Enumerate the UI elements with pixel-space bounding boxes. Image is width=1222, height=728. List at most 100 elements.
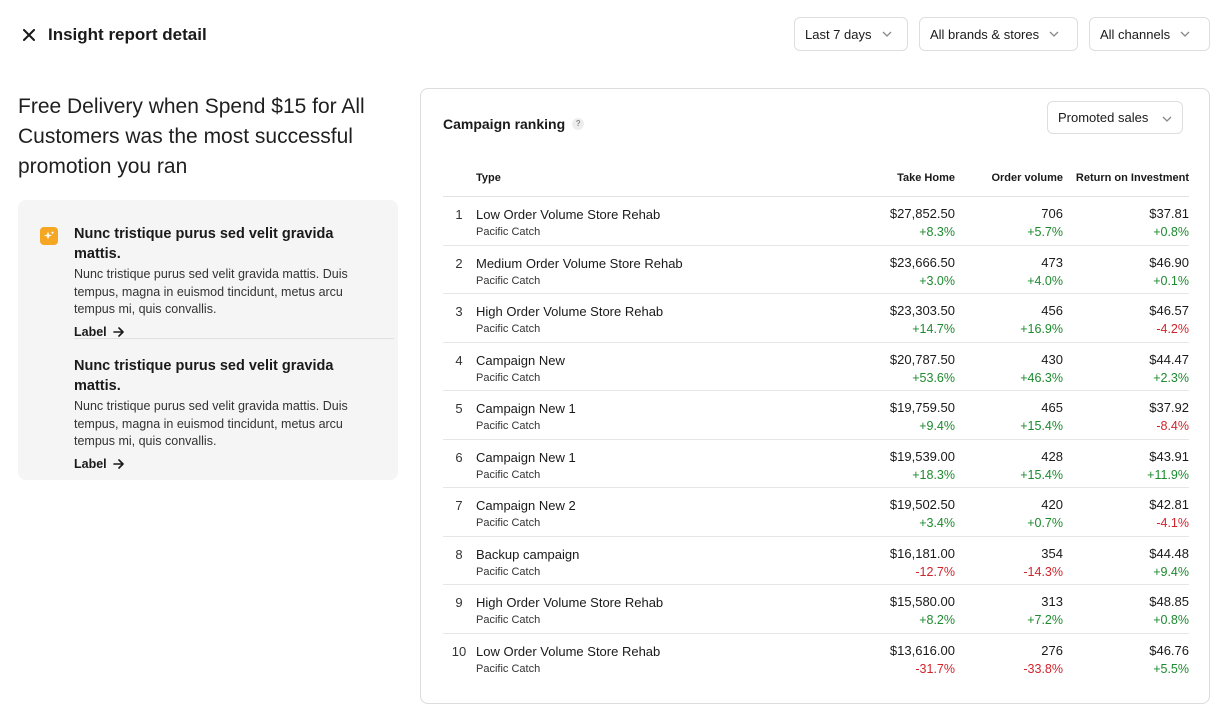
store-name: Pacific Catch: [476, 323, 541, 335]
chevron-down-icon: [1180, 31, 1190, 37]
table-row[interactable]: 9 High Order Volume Store Rehab Pacific Ca…: [443, 585, 1189, 634]
take-home-value: $27,852.50: [889, 206, 955, 221]
store-name: Pacific Catch: [476, 420, 541, 432]
rank-number: 9: [455, 595, 463, 610]
insight-headline: Free Delivery when Spend $15 for All Cus…: [18, 95, 365, 178]
roi-change: +2.3%: [1153, 370, 1189, 385]
table-body: 1 Low Order Volume Store Rehab Pacific Cat…: [443, 197, 1189, 682]
roi-value: $44.48: [1149, 545, 1189, 561]
arrow-right-icon: [112, 458, 124, 469]
rank-number: 10: [451, 643, 467, 659]
insight-link[interactable]: Label: [74, 457, 125, 471]
panel-title-text: Campaign ranking: [443, 116, 566, 132]
chevron-down-icon: [882, 31, 892, 37]
roi-value: $37.92: [1149, 400, 1189, 415]
insight-divider: [74, 338, 394, 339]
table-row[interactable]: 3 High Order Volume Store Rehab Pacific Ca…: [443, 294, 1189, 343]
take-home-value: $23,303.50: [889, 303, 955, 318]
roi-value: $42.81: [1149, 497, 1189, 512]
take-home-value: $16,181.00: [889, 545, 955, 561]
order-volume-change: -33.8%: [1023, 661, 1063, 676]
insight-title: Nunc tristique purus sed velit gravida m…: [74, 226, 334, 262]
table-row[interactable]: 10 Low Order Volume Store Rehab Pacific Ca…: [443, 634, 1189, 683]
insight-link[interactable]: Label: [74, 325, 125, 339]
campaign-ranking-panel: Campaign ranking ? Promoted sales Type T…: [420, 88, 1210, 704]
order-volume-value: 428: [1041, 448, 1063, 464]
order-volume-change: +46.3%: [1020, 370, 1063, 385]
chevron-down-icon: [1049, 31, 1059, 37]
campaign-name: Campaign New: [476, 352, 565, 368]
column-header-type[interactable]: Type: [476, 172, 501, 184]
order-volume-value: 276: [1041, 642, 1063, 658]
take-home-change: -31.7%: [915, 661, 955, 676]
take-home-change: +53.6%: [912, 370, 955, 385]
channels-label: All channels: [1100, 26, 1171, 42]
table-header: Type Take Home Order volume Return on In…: [443, 167, 1189, 197]
panel-title: Campaign ranking ?: [443, 115, 585, 133]
take-home-value: $19,539.00: [889, 448, 955, 464]
rank-number: 3: [455, 304, 463, 319]
roi-change: -4.2%: [1156, 322, 1189, 336]
table-row[interactable]: 7 Campaign New 2 Pacific Catch $19,502.50 +3…: [443, 488, 1189, 537]
close-button[interactable]: [18, 24, 40, 46]
sort-metric-label: Promoted sales: [1058, 110, 1149, 125]
arrow-right-icon: [112, 326, 124, 337]
roi-change: +11.9%: [1147, 467, 1189, 482]
take-home-change: +3.0%: [919, 273, 955, 288]
table-row[interactable]: 8 Backup campaign Pacific Catch $16,181.00 -…: [443, 537, 1189, 585]
roi-value: $37.81: [1149, 206, 1189, 221]
close-icon: [23, 29, 35, 41]
date-range-label: Last 7 days: [805, 26, 872, 42]
roi-value: $44.47: [1149, 351, 1189, 367]
table-row[interactable]: 4 Campaign New Pacific Catch $20,787.50 +53.…: [443, 343, 1189, 391]
order-volume-value: 313: [1041, 594, 1063, 609]
help-icon[interactable]: ?: [572, 118, 585, 130]
column-header-roi[interactable]: Return on Investment: [1075, 172, 1189, 184]
take-home-change: +3.4%: [919, 516, 955, 530]
roi-value: $46.57: [1149, 303, 1189, 318]
table-row[interactable]: 1 Low Order Volume Store Rehab Pacific Cat…: [443, 197, 1189, 246]
roi-change: +9.4%: [1153, 564, 1189, 579]
take-home-value: $19,759.50: [889, 400, 955, 415]
take-home-change: +18.3%: [912, 467, 955, 482]
table-row[interactable]: 5 Campaign New 1 Pacific Catch $19,759.50 +9…: [443, 391, 1189, 440]
campaign-name: Low Order Volume Store Rehab: [476, 207, 661, 222]
order-volume-value: 473: [1041, 254, 1063, 270]
date-range-dropdown[interactable]: Last 7 days: [794, 17, 908, 51]
channels-dropdown[interactable]: All channels: [1089, 17, 1210, 51]
order-volume-value: 465: [1041, 400, 1063, 415]
table-row[interactable]: 2 Medium Order Volume Store Rehab Pacific …: [443, 246, 1189, 294]
page-title: Insight report detail: [48, 25, 207, 44]
take-home-value: $15,580.00: [889, 594, 955, 609]
roi-change: -4.1%: [1156, 516, 1189, 530]
sort-metric-dropdown[interactable]: Promoted sales: [1047, 101, 1184, 134]
order-volume-change: +5.7%: [1027, 225, 1063, 239]
order-volume-value: 354: [1041, 545, 1063, 561]
roi-change: -8.4%: [1156, 419, 1189, 433]
insights-card: Nunc tristique purus sed velit gravida m…: [18, 200, 398, 480]
store-name: Pacific Catch: [476, 565, 541, 578]
take-home-change: -12.7%: [915, 564, 955, 579]
order-volume-value: 420: [1041, 497, 1063, 512]
campaign-name: Backup campaign: [476, 546, 580, 562]
roi-change: +0.8%: [1153, 613, 1189, 627]
take-home-change: +8.3%: [919, 225, 955, 239]
store-name: Pacific Catch: [476, 371, 541, 384]
ranking-table: Type Take Home Order volume Return on In…: [443, 167, 1189, 682]
roi-change: +0.8%: [1153, 225, 1189, 239]
store-name: Pacific Catch: [476, 517, 541, 529]
take-home-value: $19,502.50: [889, 497, 955, 512]
take-home-value: $13,616.00: [889, 642, 955, 658]
brands-stores-dropdown[interactable]: All brands & stores: [919, 17, 1078, 51]
rank-number: 2: [455, 255, 463, 271]
take-home-change: +9.4%: [919, 419, 955, 433]
column-header-take-home[interactable]: Take Home: [897, 172, 955, 184]
insight-link-label: Label: [74, 324, 107, 339]
column-header-order-volume[interactable]: Order volume: [991, 172, 1063, 184]
order-volume-change: +15.4%: [1020, 419, 1063, 433]
campaign-name: High Order Volume Store Rehab: [476, 595, 664, 610]
table-row[interactable]: 6 Campaign New 1 Pacific Catch $19,539.00 +1…: [443, 440, 1189, 488]
order-volume-value: 706: [1041, 206, 1063, 221]
order-volume-value: 456: [1041, 303, 1063, 318]
campaign-name: Campaign New 1: [476, 401, 576, 416]
